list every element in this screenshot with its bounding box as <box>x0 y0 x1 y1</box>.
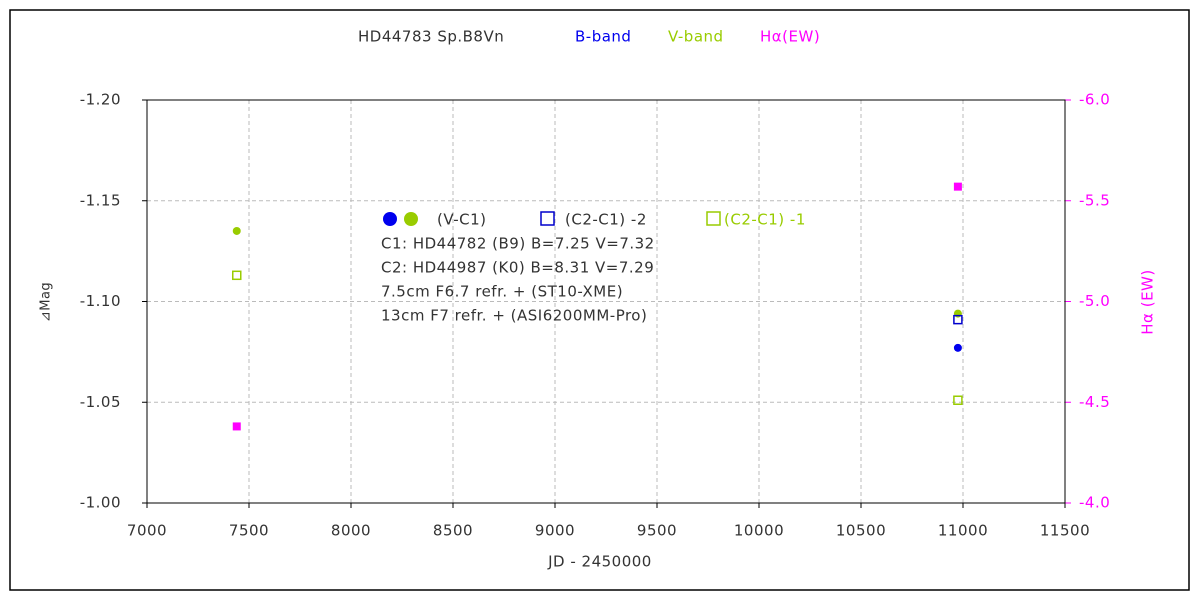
x-tick-label: 9500 <box>637 522 677 540</box>
y-tick-label: -1.20 <box>80 91 121 109</box>
legend-entry: Hα(EW) <box>760 28 820 46</box>
x-tick-label: 7000 <box>127 522 167 540</box>
x-tick-label: 8500 <box>433 522 473 540</box>
annotation: 7.5cm F6.7 refr. + (ST10-XME) <box>381 283 623 301</box>
annotation: C1: HD44782 (B9) B=7.25 V=7.32 <box>381 235 655 253</box>
chart-title: HD44783 Sp.B8Vn <box>358 28 504 46</box>
data-point <box>232 226 241 235</box>
y-axis-label: ⊿Mag <box>39 282 54 322</box>
data-point <box>953 343 962 352</box>
annotation: C2: HD44987 (K0) B=8.31 V=7.29 <box>381 259 654 277</box>
x-tick-label: 10500 <box>836 522 886 540</box>
annotation: 13cm F7 refr. + (ASI6200MM-Pro) <box>381 307 647 325</box>
key-label: (C2-C1) -2 <box>565 211 647 229</box>
y-tick-label: -1.05 <box>80 393 121 411</box>
legend-entry: V-band <box>668 28 724 46</box>
y-tick-label: -1.15 <box>80 191 121 209</box>
x-tick-label: 11000 <box>938 522 988 540</box>
x-tick-label: 10000 <box>734 522 784 540</box>
y-tick-label: -1.10 <box>80 292 121 310</box>
data-point <box>953 309 962 318</box>
y2-tick-label: -4.0 <box>1079 494 1110 512</box>
key-marker <box>383 212 397 226</box>
y2-tick-label: -5.5 <box>1079 191 1110 209</box>
data-point <box>953 314 963 325</box>
frame <box>9 9 1190 591</box>
data-point <box>953 182 962 191</box>
y2-tick-label: -4.5 <box>1079 393 1110 411</box>
y2-tick-label: -6.0 <box>1079 91 1110 109</box>
y2-axis-label: Hα (EW) <box>1139 269 1157 334</box>
key-label: (C2-C1) -1 <box>724 211 806 229</box>
plot-area <box>146 99 1066 504</box>
x-tick-label: 11500 <box>1040 522 1090 540</box>
x-tick-label: 7500 <box>229 522 269 540</box>
legend-entry: B-band <box>575 28 631 46</box>
data-point <box>232 270 242 281</box>
key-marker <box>404 212 418 226</box>
key-marker <box>540 211 555 226</box>
key-marker <box>706 211 721 226</box>
x-tick-label: 8000 <box>331 522 371 540</box>
x-axis-label: JD - 2450000 <box>547 553 652 571</box>
key-label: (V-C1) <box>437 211 487 229</box>
data-point <box>232 422 241 431</box>
y2-tick-label: -5.0 <box>1079 292 1110 310</box>
y-tick-label: -1.00 <box>80 494 121 512</box>
x-tick-label: 9000 <box>535 522 575 540</box>
data-point <box>953 395 963 405</box>
